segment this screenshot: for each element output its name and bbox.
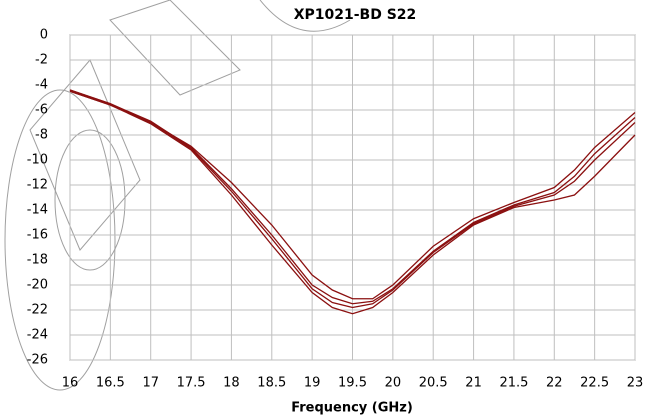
series-line — [69, 89, 636, 305]
x-tick-label: 21 — [465, 376, 482, 391]
x-tick-label: 21.5 — [499, 376, 528, 391]
x-tick-label: 17.5 — [177, 376, 206, 391]
series-line — [69, 89, 636, 300]
x-tick-label: 19 — [304, 376, 321, 391]
x-tick-label: 22.5 — [580, 376, 609, 391]
y-tick-label: -20 — [27, 278, 48, 293]
x-tick-label: 22 — [546, 376, 563, 391]
y-tick-label: -14 — [27, 203, 48, 218]
x-tick-label: 20 — [385, 376, 402, 391]
x-tick-label: 20.5 — [419, 376, 448, 391]
y-tick-label: 0 — [40, 28, 48, 43]
y-tick-label: -24 — [27, 328, 48, 343]
y-tick-label: -18 — [27, 253, 48, 268]
y-tick-label: -4 — [35, 78, 48, 93]
series-line — [69, 90, 636, 309]
y-tick-label: -2 — [35, 53, 48, 68]
y-tick-label: -26 — [27, 353, 48, 368]
chart-title: XP1021-BD S22 — [294, 7, 417, 23]
y-tick-label: -8 — [35, 128, 48, 143]
y-tick-label: -10 — [27, 153, 48, 168]
y-tick-label: -22 — [27, 303, 48, 318]
x-tick-label: 18.5 — [257, 376, 286, 391]
series-line — [69, 90, 636, 315]
y-tick-label: -6 — [35, 103, 48, 118]
x-tick-label: 17 — [142, 376, 159, 391]
y-tick-label: -12 — [27, 178, 48, 193]
x-axis-label: Frequency (GHz) — [291, 401, 413, 416]
y-tick-label: -16 — [27, 228, 48, 243]
x-tick-label: 23 — [627, 376, 644, 391]
watermark — [4, 0, 351, 391]
x-tick-label: 16.5 — [96, 376, 125, 391]
x-tick-label: 18 — [223, 376, 240, 391]
x-tick-label: 19.5 — [338, 376, 367, 391]
x-tick-label: 16 — [62, 376, 79, 391]
